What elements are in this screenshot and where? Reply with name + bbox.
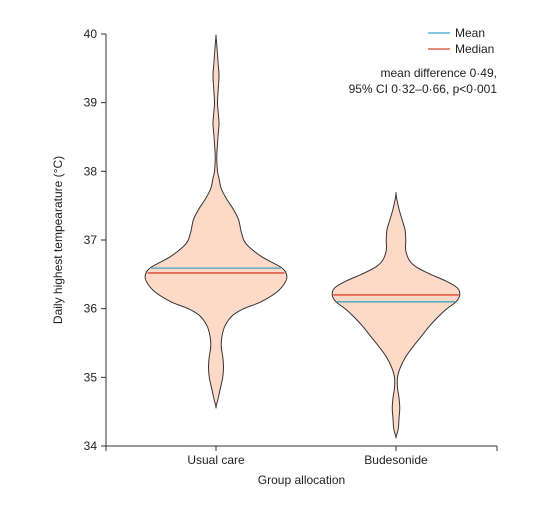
legend-median-label: Median xyxy=(455,42,494,56)
annotation-line-2: 95% CI 0·32–0·66, p<0·001 xyxy=(349,82,498,96)
x-tick-label: Budesonide xyxy=(364,453,428,467)
y-tick-label: 36 xyxy=(84,302,98,316)
violin-plot-area xyxy=(144,34,461,439)
legend: Mean Median xyxy=(428,26,494,56)
x-axis-ticks: Usual care Budesonide xyxy=(105,446,498,467)
y-tick-label: 38 xyxy=(84,164,98,178)
y-tick-label: 39 xyxy=(84,96,98,110)
y-tick-label: 40 xyxy=(84,27,98,41)
y-axis-title: Daily highest tempearature (°C) xyxy=(51,156,65,324)
stats-annotation: mean difference 0·49, 95% CI 0·32–0·66, … xyxy=(349,66,498,96)
legend-mean-label: Mean xyxy=(455,26,485,40)
y-tick-label: 34 xyxy=(84,439,98,453)
y-tick-label: 35 xyxy=(84,370,98,384)
violin-body-usual-care xyxy=(144,34,288,409)
annotation-line-1: mean difference 0·49, xyxy=(380,66,497,80)
violin-body-budesonide xyxy=(331,192,461,439)
x-axis-title: Group allocation xyxy=(258,473,345,487)
y-axis-ticks: 34 35 36 37 38 39 40 xyxy=(84,27,106,453)
x-tick-label: Usual care xyxy=(187,453,245,467)
y-tick-label: 37 xyxy=(84,233,98,247)
